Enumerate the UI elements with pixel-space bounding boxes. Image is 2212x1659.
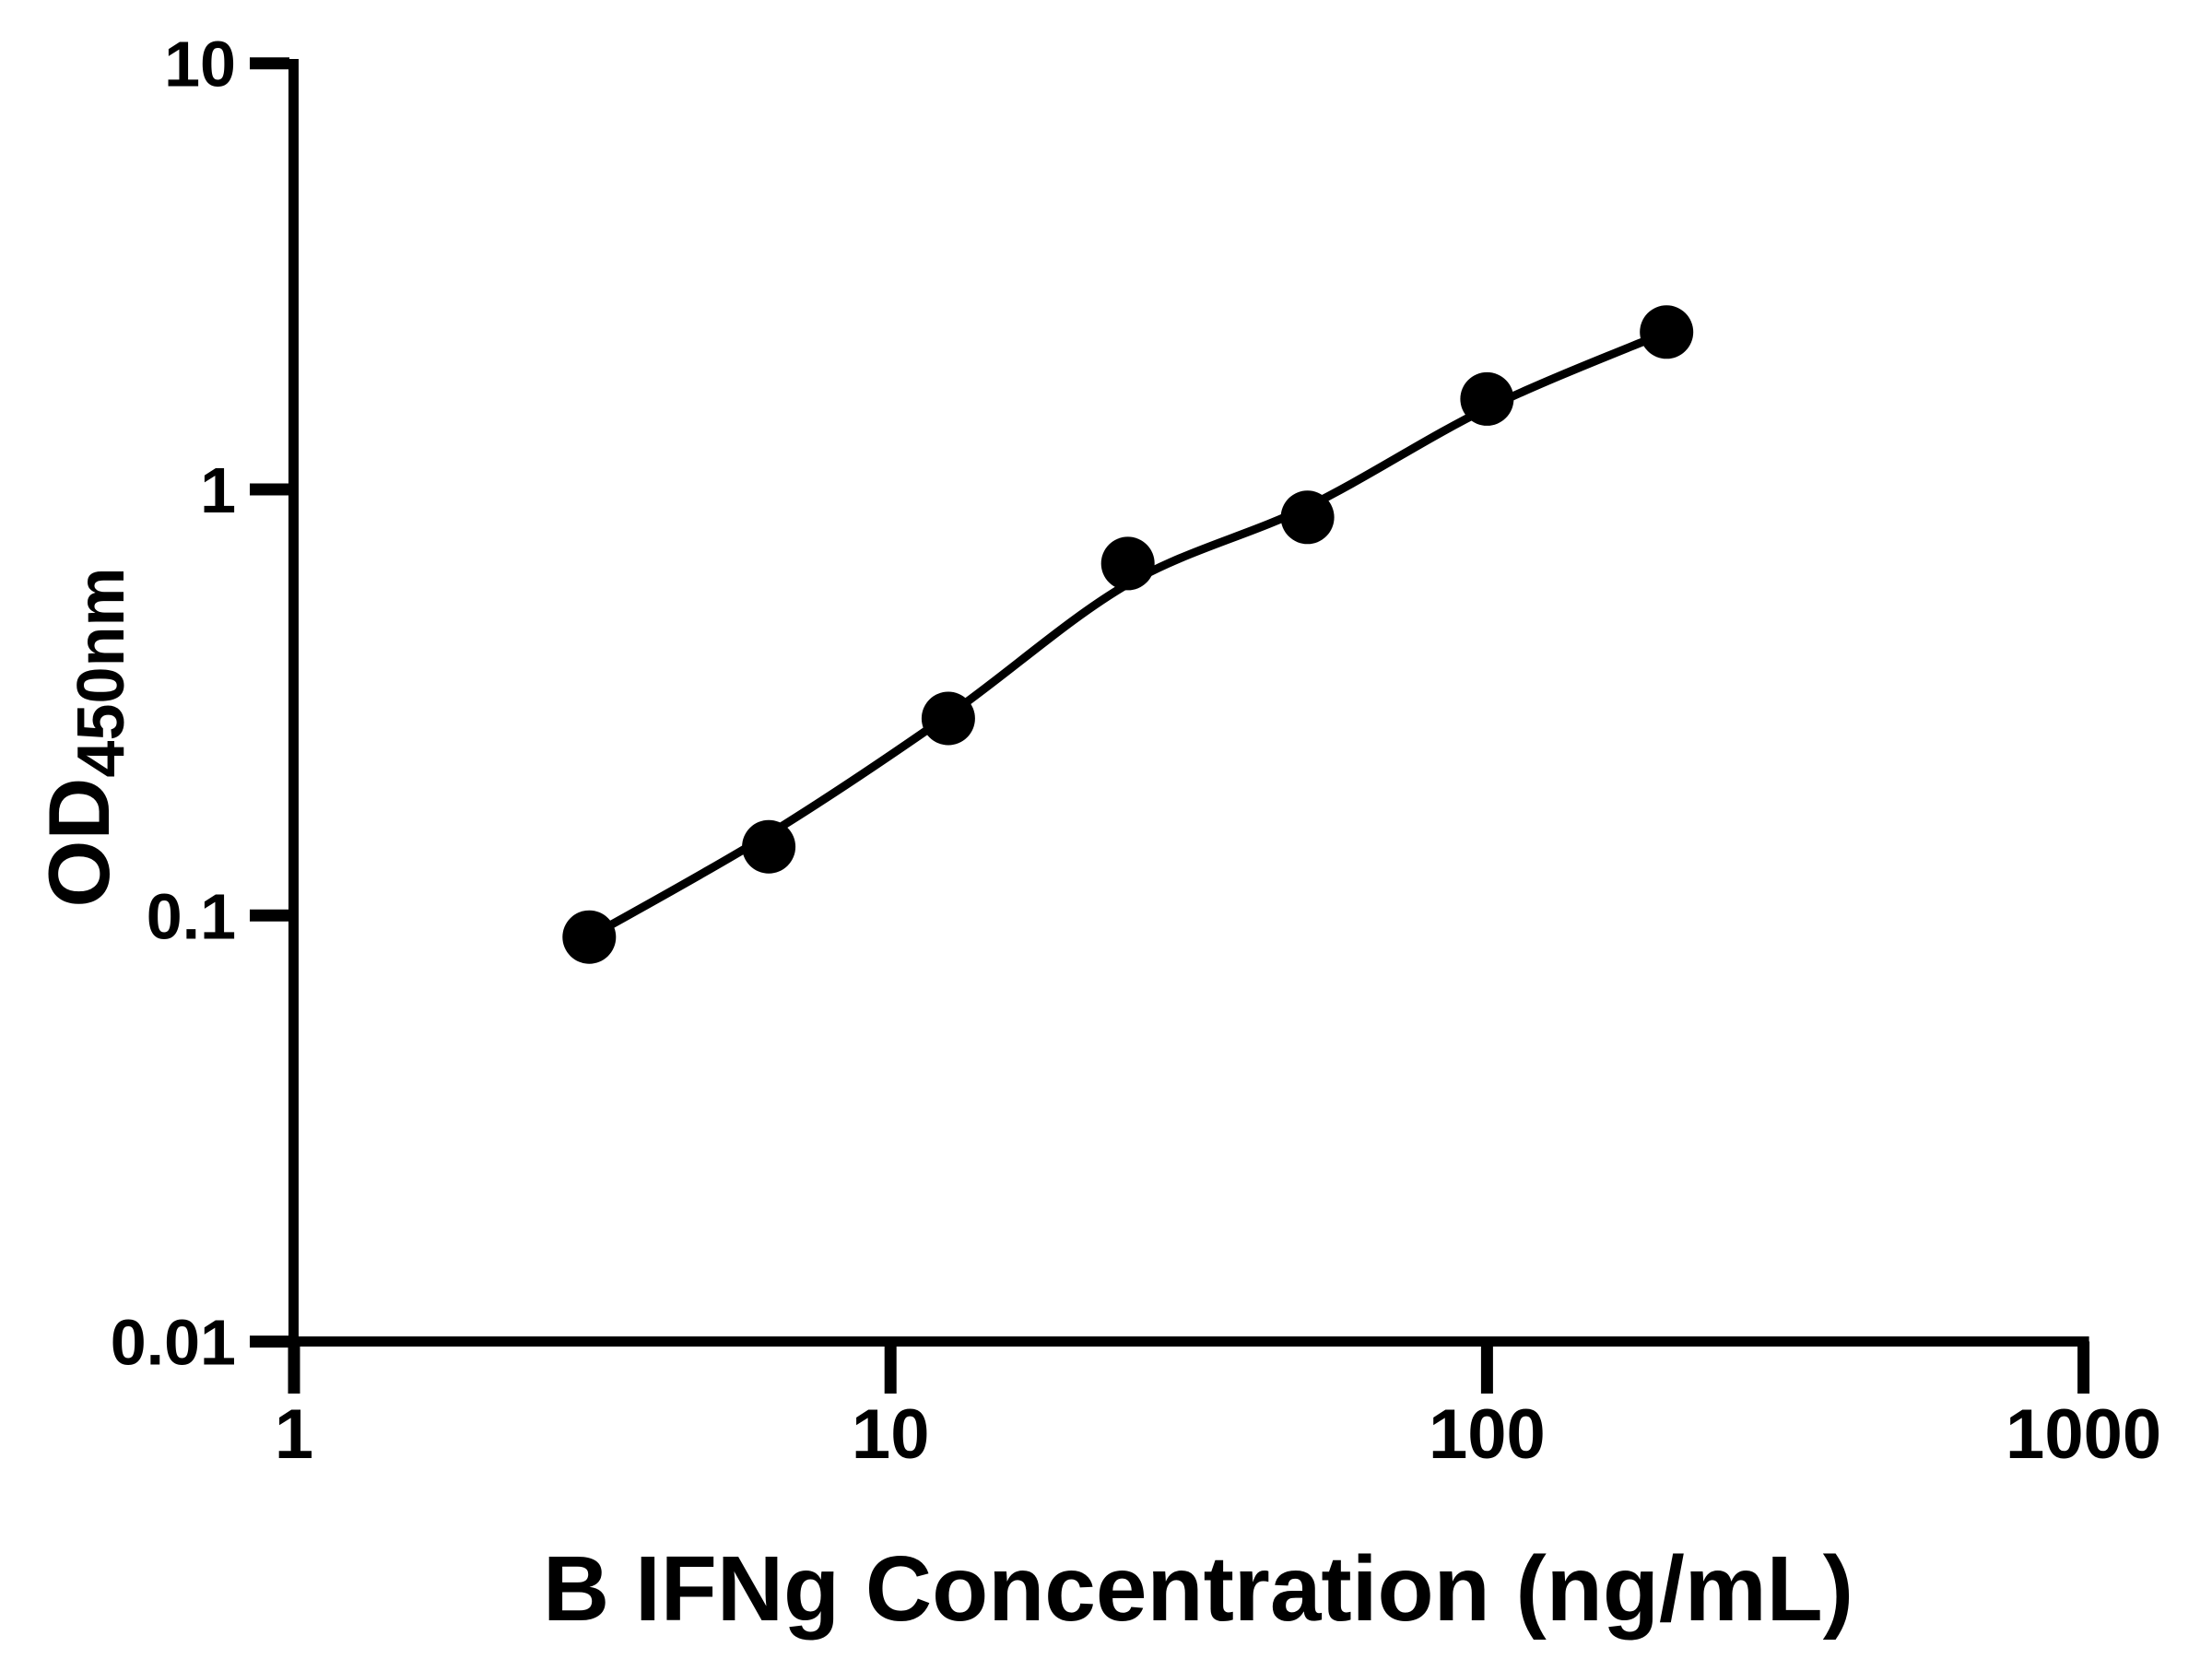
- data-point: [1100, 536, 1155, 591]
- data-point: [921, 691, 975, 746]
- data-point: [1280, 490, 1335, 545]
- y-tick-label: 10: [164, 29, 236, 100]
- y-tick-label: 0.1: [147, 880, 236, 952]
- y-axis-title-main: OD: [30, 778, 127, 908]
- data-point: [1460, 371, 1514, 426]
- x-axis-title: B IFNg Concentration (ng/mL): [543, 1537, 1853, 1641]
- x-tick-label: 10: [852, 1395, 930, 1474]
- x-tick-label: 100: [1429, 1395, 1546, 1474]
- data-point: [1640, 305, 1694, 359]
- y-tick-label: 1: [200, 454, 236, 526]
- x-tick-label: 1: [275, 1395, 313, 1474]
- data-point: [742, 819, 796, 874]
- x-tick-label: 1000: [2006, 1395, 2161, 1474]
- data-layer: [562, 305, 1694, 964]
- y-axis-title: OD450nm: [30, 567, 138, 907]
- axes-layer: 10 1 0.1 0.01 1 10 100 1000: [111, 29, 2161, 1474]
- data-point: [562, 910, 617, 964]
- y-tick-label: 0.01: [111, 1307, 236, 1379]
- y-axis-title-sub: 450nm: [65, 567, 138, 777]
